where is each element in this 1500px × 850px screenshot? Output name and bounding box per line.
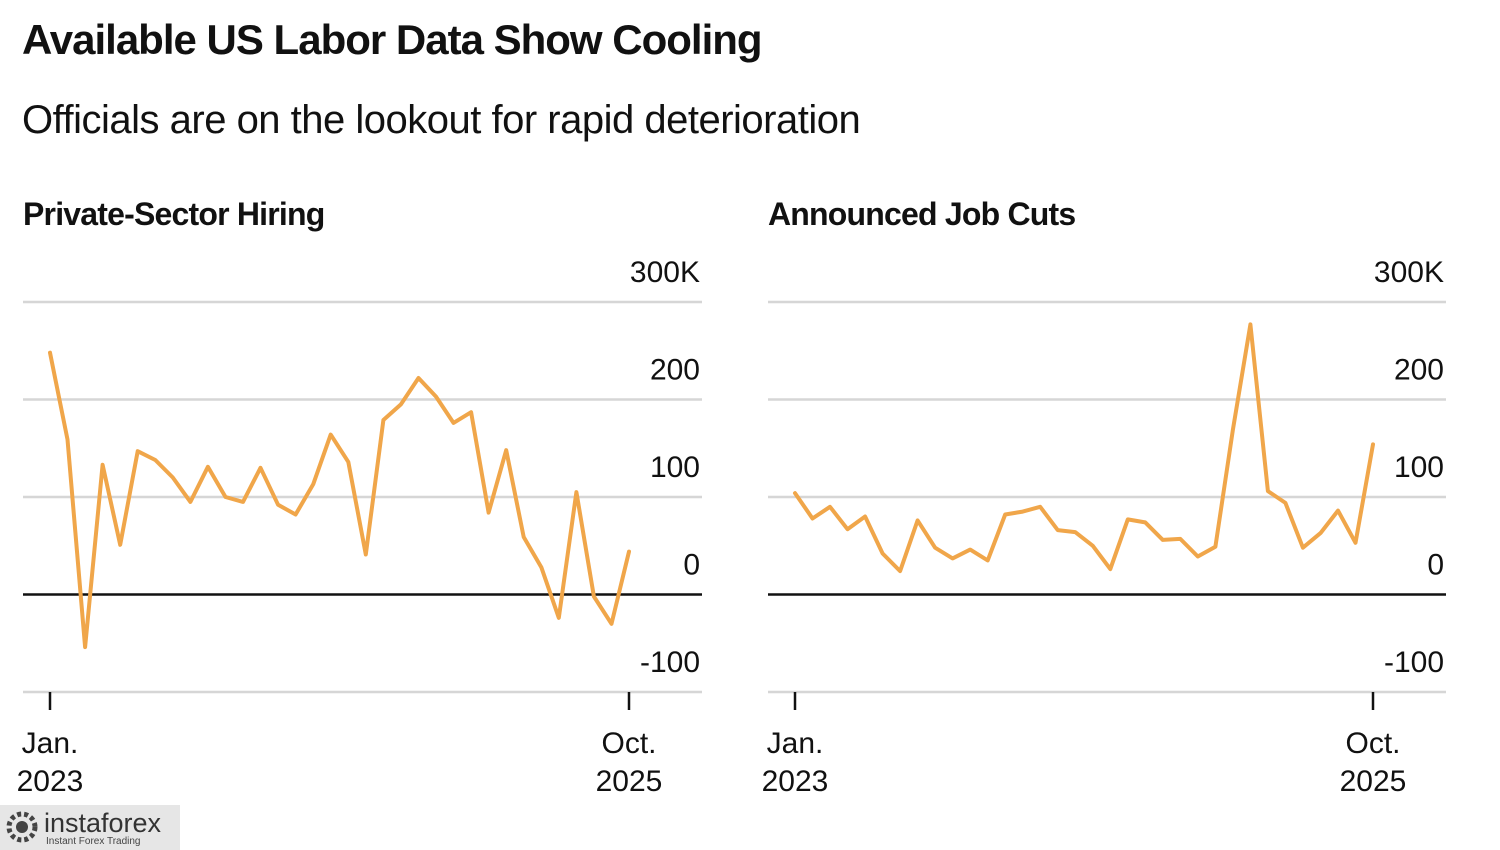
watermark-logo: [6, 811, 38, 843]
chart-title: Announced Job Cuts: [768, 196, 1076, 232]
y-tick-label: 300K: [630, 256, 700, 289]
watermark-name: instaforex: [44, 808, 162, 838]
y-tick-label: 200: [650, 354, 700, 387]
x-tick-label: Jan. 2023: [761, 727, 829, 798]
y-tick-label: -100: [640, 646, 700, 679]
page-subtitle: Officials are on the lookout for rapid d…: [22, 98, 861, 142]
x-tick-label: Oct. 2025: [595, 727, 663, 798]
y-tick-label: -100: [1384, 646, 1444, 679]
y-tick-label: 200: [1394, 354, 1444, 387]
y-tick-label: 100: [1394, 451, 1444, 484]
page-title: Available US Labor Data Show Cooling: [22, 16, 763, 63]
x-tick-label: Jan. 2023: [16, 727, 84, 798]
data-line: [48, 350, 631, 650]
chart-title: Private-Sector Hiring: [23, 196, 325, 232]
y-tick-label: 100: [650, 451, 700, 484]
y-tick-label: 300K: [1374, 256, 1444, 289]
watermark-tagline: Instant Forex Trading: [46, 836, 141, 847]
watermark: instaforex Instant Forex Trading: [0, 805, 180, 850]
y-tick-label: 0: [683, 549, 700, 582]
x-tick-label: Oct. 2025: [1339, 727, 1407, 798]
data-line: [793, 322, 1375, 574]
y-tick-label: 0: [1427, 549, 1444, 582]
